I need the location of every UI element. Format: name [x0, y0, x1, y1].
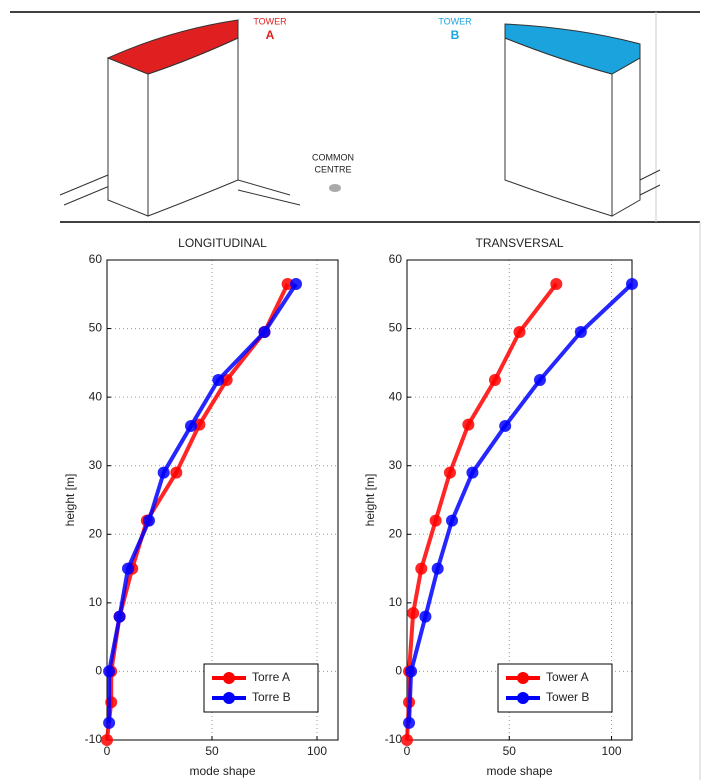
y-tick-label: 0: [95, 664, 102, 678]
legend-label: Torre A: [252, 670, 290, 684]
y-tick-label: -10: [385, 732, 403, 746]
axes-frame: [406, 259, 633, 741]
building-side: [611, 57, 641, 217]
data-point: [446, 514, 458, 527]
series-line: [407, 282, 634, 723]
tower-letter: A: [266, 28, 275, 42]
data-point: [258, 326, 271, 338]
legend-marker: [517, 692, 529, 704]
y-tick-label: -10: [85, 732, 103, 746]
legend: [497, 663, 613, 713]
x-tick-label: 100: [602, 744, 622, 758]
data-point: [419, 610, 432, 623]
y-tick-label: 50: [89, 321, 103, 335]
centre-label: CENTRE: [314, 164, 351, 174]
data-point: [185, 419, 197, 432]
data-point: [157, 466, 170, 479]
ground-line: [59, 174, 113, 206]
y-axis-label: height [m]: [63, 474, 77, 527]
plot-area: [407, 260, 632, 740]
tower-label: TOWER: [253, 16, 287, 26]
plot-area: [107, 260, 338, 740]
illustration: [59, 19, 661, 217]
roof-b: [504, 23, 641, 75]
data-point: [407, 607, 420, 620]
data-point: [405, 665, 418, 678]
y-tick-label: 30: [389, 458, 403, 472]
data-point: [431, 562, 444, 575]
data-point: [122, 562, 134, 575]
y-axis-label: height [m]: [363, 474, 377, 527]
data-point: [101, 734, 113, 746]
tower-label: TOWER: [438, 16, 472, 26]
x-tick-label: 50: [503, 744, 517, 758]
y-tick-label: 60: [89, 252, 103, 266]
chart-title: TRANSVERSAL: [475, 236, 563, 250]
legend-marker: [223, 692, 235, 704]
x-tick-label: 0: [104, 744, 111, 758]
legend-label: Tower B: [546, 690, 589, 704]
data-point: [533, 374, 546, 386]
data-point: [105, 696, 118, 709]
legend-label: Tower A: [546, 670, 589, 684]
chart-title: LONGITUDINAL: [178, 236, 267, 250]
ground-line: [639, 169, 661, 196]
x-tick-label: 50: [205, 744, 219, 758]
y-tick-label: 30: [89, 458, 103, 472]
legend-marker: [223, 672, 235, 684]
data-point: [290, 278, 302, 290]
data-point: [513, 326, 526, 338]
data-point: [499, 419, 512, 432]
data-point: [488, 374, 501, 386]
y-tick-label: 40: [89, 389, 103, 403]
data-point: [143, 514, 155, 527]
legend: [203, 663, 319, 713]
tower-letter: B: [451, 28, 460, 42]
data-point: [403, 716, 416, 729]
data-point: [401, 734, 413, 746]
legend-marker: [517, 672, 529, 684]
data-point: [626, 278, 638, 290]
x-axis-label: mode shape: [189, 764, 255, 778]
y-tick-label: 40: [389, 389, 403, 403]
y-tick-label: 10: [89, 595, 103, 609]
x-tick-label: 0: [404, 744, 411, 758]
x-axis-label: mode shape: [486, 764, 552, 778]
centre-label: COMMON: [312, 152, 354, 162]
axes-frame: [106, 259, 339, 741]
y-tick-label: 20: [89, 526, 103, 540]
y-tick-label: 50: [389, 321, 403, 335]
data-point: [429, 514, 442, 527]
data-point: [443, 466, 456, 479]
data-point: [462, 418, 475, 431]
data-point: [574, 326, 587, 338]
ground-line: [237, 179, 301, 206]
data-point: [281, 278, 294, 290]
data-point: [103, 665, 116, 678]
y-tick-label: 60: [389, 252, 403, 266]
data-point: [113, 610, 126, 623]
x-tick-label: 100: [307, 744, 327, 758]
data-point: [466, 466, 479, 479]
data-point: [170, 466, 183, 479]
centre-marker: [329, 184, 341, 192]
data-point: [415, 562, 428, 575]
legend-label: Torre B: [252, 690, 291, 704]
data-point: [550, 278, 563, 290]
building-side: [107, 57, 149, 217]
y-tick-label: 20: [389, 526, 403, 540]
data-point: [212, 374, 225, 386]
y-tick-label: 0: [395, 664, 402, 678]
data-point: [103, 716, 116, 729]
roof-a: [106, 19, 239, 75]
series-line: [107, 282, 298, 723]
y-tick-label: 10: [389, 595, 403, 609]
